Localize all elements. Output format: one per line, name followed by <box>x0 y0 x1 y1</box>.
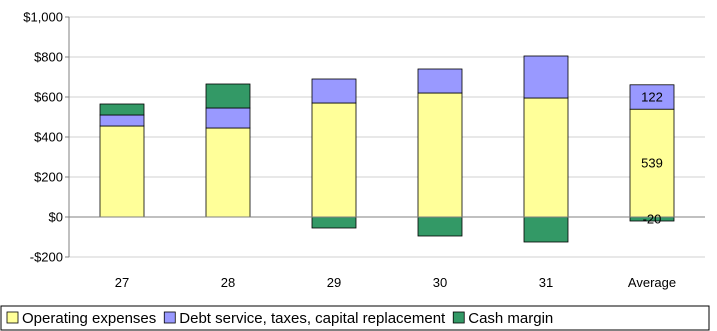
y-tick-label: $400 <box>34 130 63 145</box>
legend-swatch <box>163 311 176 324</box>
y-tick-label: $600 <box>34 90 63 105</box>
x-tick-label: 27 <box>115 275 129 290</box>
x-tick-label: 31 <box>539 275 553 290</box>
bar-segment <box>417 92 463 218</box>
bar-segment <box>99 114 145 127</box>
legend-box <box>0 305 710 331</box>
y-tick-label: $1,000 <box>23 10 63 25</box>
bar-segment <box>629 84 675 110</box>
data-labels: 539 122 -20 <box>641 90 663 227</box>
data-label: -20 <box>643 212 662 227</box>
y-tick-label: $0 <box>49 210 63 225</box>
legend-swatch <box>6 311 19 324</box>
bar-segment <box>523 216 569 243</box>
x-tick-label: Average <box>628 275 676 290</box>
x-tick-label: 29 <box>327 275 341 290</box>
x-tick-label: 28 <box>221 275 235 290</box>
legend-label: Operating expenses <box>22 310 156 327</box>
bar-segment <box>417 68 463 94</box>
x-tick-label: 30 <box>433 275 447 290</box>
bar-segment <box>311 78 357 104</box>
bar-segment <box>99 125 145 218</box>
legend-label: Debt service, taxes, capital replacement <box>179 310 446 327</box>
y-tick-label: $200 <box>34 170 63 185</box>
bar-segment <box>205 83 251 109</box>
bar-segment <box>523 97 569 218</box>
bar-segment <box>99 103 145 116</box>
legend-label: Cash margin <box>468 310 553 327</box>
axes: -$200 $0 $200 $400 $600 $800 $1,000 27 28 29 30 31 A… <box>23 10 705 290</box>
y-tick-label: $800 <box>34 50 63 65</box>
data-label: 539 <box>641 156 663 171</box>
gridlines <box>69 16 705 258</box>
bar-segment <box>205 127 251 218</box>
bar-segment <box>311 216 357 229</box>
bar-segment <box>311 102 357 218</box>
bar-segment <box>523 55 569 99</box>
bar-segment <box>205 107 251 129</box>
legend-swatch <box>452 311 465 324</box>
legend: Operating expenses Debt service, taxes, c… <box>0 305 710 331</box>
data-label: 122 <box>641 90 663 105</box>
bars <box>99 55 675 243</box>
y-tick-label: -$200 <box>30 250 63 265</box>
bar-segment <box>417 216 463 237</box>
